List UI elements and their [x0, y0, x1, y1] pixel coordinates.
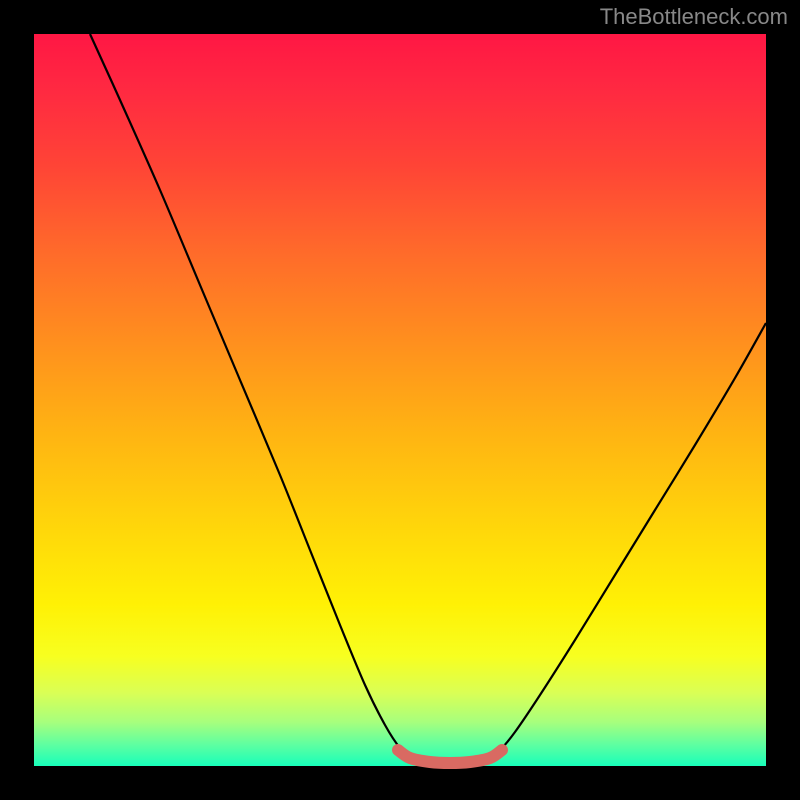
plot-area [34, 34, 766, 766]
watermark-text: TheBottleneck.com [600, 4, 788, 29]
bottleneck-chart: TheBottleneck.com [0, 0, 800, 800]
